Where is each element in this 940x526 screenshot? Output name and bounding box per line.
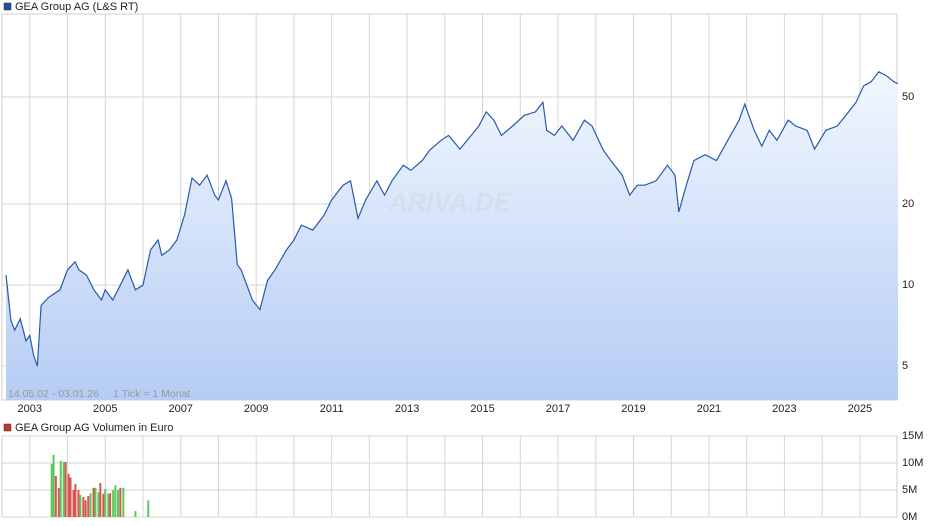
volume-bar	[112, 490, 115, 517]
note-range: 14.05.02 - 03.01.26	[8, 388, 99, 400]
price-line	[5, 71, 899, 367]
volume-bar	[50, 464, 53, 517]
volume-bar	[77, 490, 80, 517]
volume-bar	[54, 475, 57, 517]
volume-bar	[67, 473, 70, 517]
volume-bar	[114, 485, 117, 517]
x-tick-label: 2019	[621, 403, 645, 415]
volume-bar	[97, 492, 100, 517]
volume-bar	[52, 454, 55, 517]
volume-bar	[104, 488, 107, 517]
volume-bar	[74, 484, 77, 517]
x-tick-label: 2021	[697, 403, 721, 415]
x-tick-label: 2005	[93, 403, 117, 415]
volume-bar	[87, 495, 90, 517]
volume-bar	[89, 493, 92, 517]
watermark: ARIVA.DE	[388, 187, 512, 217]
x-tick-label: 2013	[395, 403, 419, 415]
note-tick: 1 Tick = 1 Monat	[113, 388, 190, 400]
y-tick-label: 10M	[902, 457, 923, 469]
volume-bar	[62, 461, 65, 517]
volume-bar	[82, 497, 85, 517]
legend-label: GEA Group AG (L&S RT)	[15, 1, 138, 13]
x-tick-label: 2007	[168, 403, 192, 415]
volume-bar	[122, 487, 125, 517]
volume-bar	[84, 500, 87, 517]
x-tick-label: 2025	[848, 403, 872, 415]
x-tick-label: 2015	[470, 403, 494, 415]
price-area	[6, 71, 898, 401]
y-tick-label: 20	[902, 198, 914, 210]
volume-bar	[79, 494, 82, 517]
volume-bar	[94, 487, 97, 517]
x-tick-label: 2023	[772, 403, 796, 415]
volume-panel	[1, 435, 898, 518]
volume-bar	[59, 460, 62, 517]
volume-bar	[72, 490, 75, 517]
y-tick-label: 50	[902, 91, 914, 103]
y-tick-label: 5	[902, 360, 908, 372]
x-tick-label: 2003	[18, 403, 42, 415]
y-tick-label: 0M	[902, 511, 917, 523]
volume-bar	[64, 461, 67, 517]
x-tick-label: 2011	[320, 403, 344, 415]
volume-bar	[107, 493, 110, 517]
volume-bar	[109, 493, 112, 517]
y-tick-label: 15M	[902, 430, 923, 442]
volume-bar	[102, 493, 105, 517]
x-tick-label: 2017	[546, 403, 570, 415]
volume-bar	[119, 487, 122, 517]
legend-swatch	[3, 2, 12, 11]
volume-bar	[117, 490, 120, 517]
volume-bar	[57, 487, 60, 517]
volume-bar	[92, 487, 95, 517]
volume-bar	[69, 477, 72, 517]
legend-label: GEA Group AG Volumen in Euro	[15, 422, 173, 434]
volume-bar	[134, 511, 137, 517]
y-tick-label: 5M	[902, 484, 917, 496]
volume-bar	[147, 500, 150, 517]
legend-swatch	[3, 423, 12, 432]
volume-bar	[99, 482, 102, 517]
y-tick-label: 10	[902, 279, 914, 291]
x-tick-label: 2009	[244, 403, 268, 415]
